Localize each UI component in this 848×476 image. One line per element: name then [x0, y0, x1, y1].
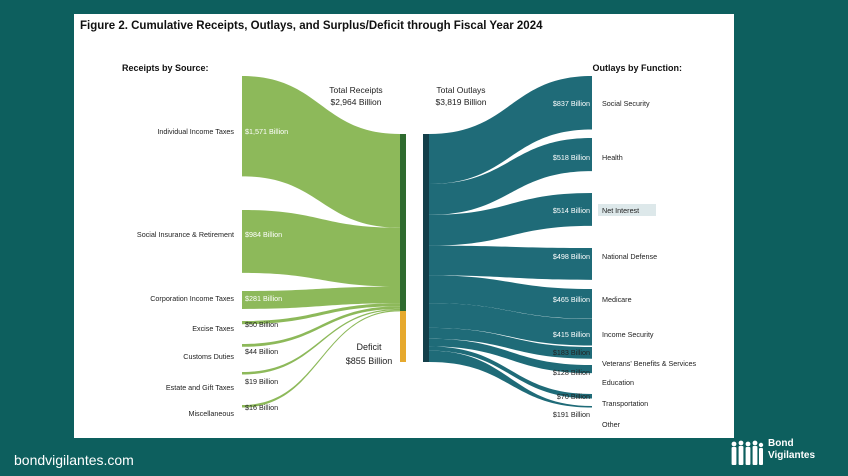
receipt-value-4: $50 Billion: [245, 320, 278, 329]
outlays-header: Outlays by Function:: [592, 63, 682, 73]
outlay-name-9: Transportation: [602, 399, 648, 408]
outlay-flow-5: [429, 275, 592, 319]
receipt-name-5: Customs Duties: [183, 352, 234, 361]
receipt-flow-1: [242, 76, 400, 228]
outlay-flow-9: [429, 346, 592, 399]
deficit-bar: [400, 311, 406, 362]
bond-vigilantes-logo: Bond Vigilantes: [730, 438, 840, 470]
outlay-flow-7: [429, 327, 592, 359]
outlay-value-3: $514 Billion: [553, 206, 590, 215]
outlay-value-5: $465 Billion: [553, 295, 590, 304]
people-icon: [731, 440, 764, 465]
outlay-name-3: Net Interest: [602, 206, 639, 215]
outlay-name-8: Education: [602, 378, 634, 387]
figure-title: Figure 2. Cumulative Receipts, Outlays, …: [80, 20, 543, 32]
outlay-name-6: Income Security: [602, 330, 654, 339]
receipt-value-1: $1,571 Billion: [245, 127, 288, 136]
outlay-name-2: Health: [602, 153, 623, 162]
outlay-flow-10: [429, 350, 592, 408]
outlay-flow-3: [429, 193, 592, 246]
outlays-total-bar: [423, 134, 429, 362]
outlay-flow-8: [429, 338, 592, 374]
receipt-flow-5: [242, 306, 400, 347]
receipt-flow-2: [242, 210, 400, 287]
total-receipts-value: $2,964 Billion: [330, 97, 381, 107]
outlay-value-7: $183 Billion: [553, 348, 590, 357]
outlay-value-8: $128 Billion: [553, 368, 590, 377]
receipt-name-3: Corporation Income Taxes: [150, 294, 234, 303]
outlay-value-10: $191 Billion: [553, 410, 590, 419]
receipts-total-bar: [400, 134, 406, 312]
total-receipts-label: Total Receipts: [329, 85, 382, 95]
sankey-diagram: Receipts by Source: Outlays by Function: T…: [122, 63, 696, 429]
outlay-name-7: Veterans' Benefits & Services: [602, 359, 696, 368]
outlay-flow-2: [429, 138, 592, 215]
figure-panel: Figure 2. Cumulative Receipts, Outlays, …: [74, 14, 734, 438]
total-outlays-label: Total Outlays: [436, 85, 485, 95]
outlay-flow-1: [429, 76, 592, 184]
receipt-value-5: $44 Billion: [245, 347, 278, 356]
receipt-flow-7: [242, 310, 400, 408]
receipt-value-7: $16 Billion: [245, 403, 278, 412]
deficit-value: $855 Billion: [346, 356, 393, 366]
deficit-label: Deficit: [356, 342, 382, 352]
receipt-value-2: $984 Billion: [245, 230, 282, 239]
outlay-value-9: $70 Billion: [557, 392, 590, 401]
outlay-value-6: $415 Billion: [553, 330, 590, 339]
outlay-value-4: $498 Billion: [553, 252, 590, 261]
net-interest-highlight: [598, 204, 656, 216]
outlay-flow-6: [429, 303, 592, 346]
receipt-name-2: Social Insurance & Retirement: [137, 230, 234, 239]
outlay-name-1: Social Security: [602, 99, 650, 108]
receipts-header: Receipts by Source:: [122, 63, 209, 73]
outlay-value-1: $837 Billion: [553, 99, 590, 108]
receipt-value-3: $281 Billion: [245, 294, 282, 303]
footer-url[interactable]: bondvigilantes.com: [14, 452, 134, 468]
receipt-value-6: $19 Billion: [245, 377, 278, 386]
logo-line-2: Vigilantes: [768, 450, 816, 461]
receipt-flow-3: [242, 286, 400, 309]
outlay-flow-4: [429, 245, 592, 280]
logo-text: Bond Vigilantes: [768, 438, 815, 462]
receipt-flow-6: [242, 308, 400, 375]
receipt-name-4: Excise Taxes: [192, 324, 234, 333]
total-outlays-value: $3,819 Billion: [435, 97, 486, 107]
logo-line-1: Bond: [768, 438, 794, 449]
outlay-name-10: Other: [602, 420, 621, 429]
receipt-name-7: Miscellaneous: [188, 409, 234, 418]
outlay-name-5: Medicare: [602, 295, 632, 304]
receipt-name-1: Individual Income Taxes: [157, 127, 234, 136]
receipt-name-6: Estate and Gift Taxes: [166, 383, 235, 392]
receipt-flow-4: [242, 303, 400, 325]
outlay-name-4: National Defense: [602, 252, 657, 261]
outlay-value-2: $518 Billion: [553, 153, 590, 162]
